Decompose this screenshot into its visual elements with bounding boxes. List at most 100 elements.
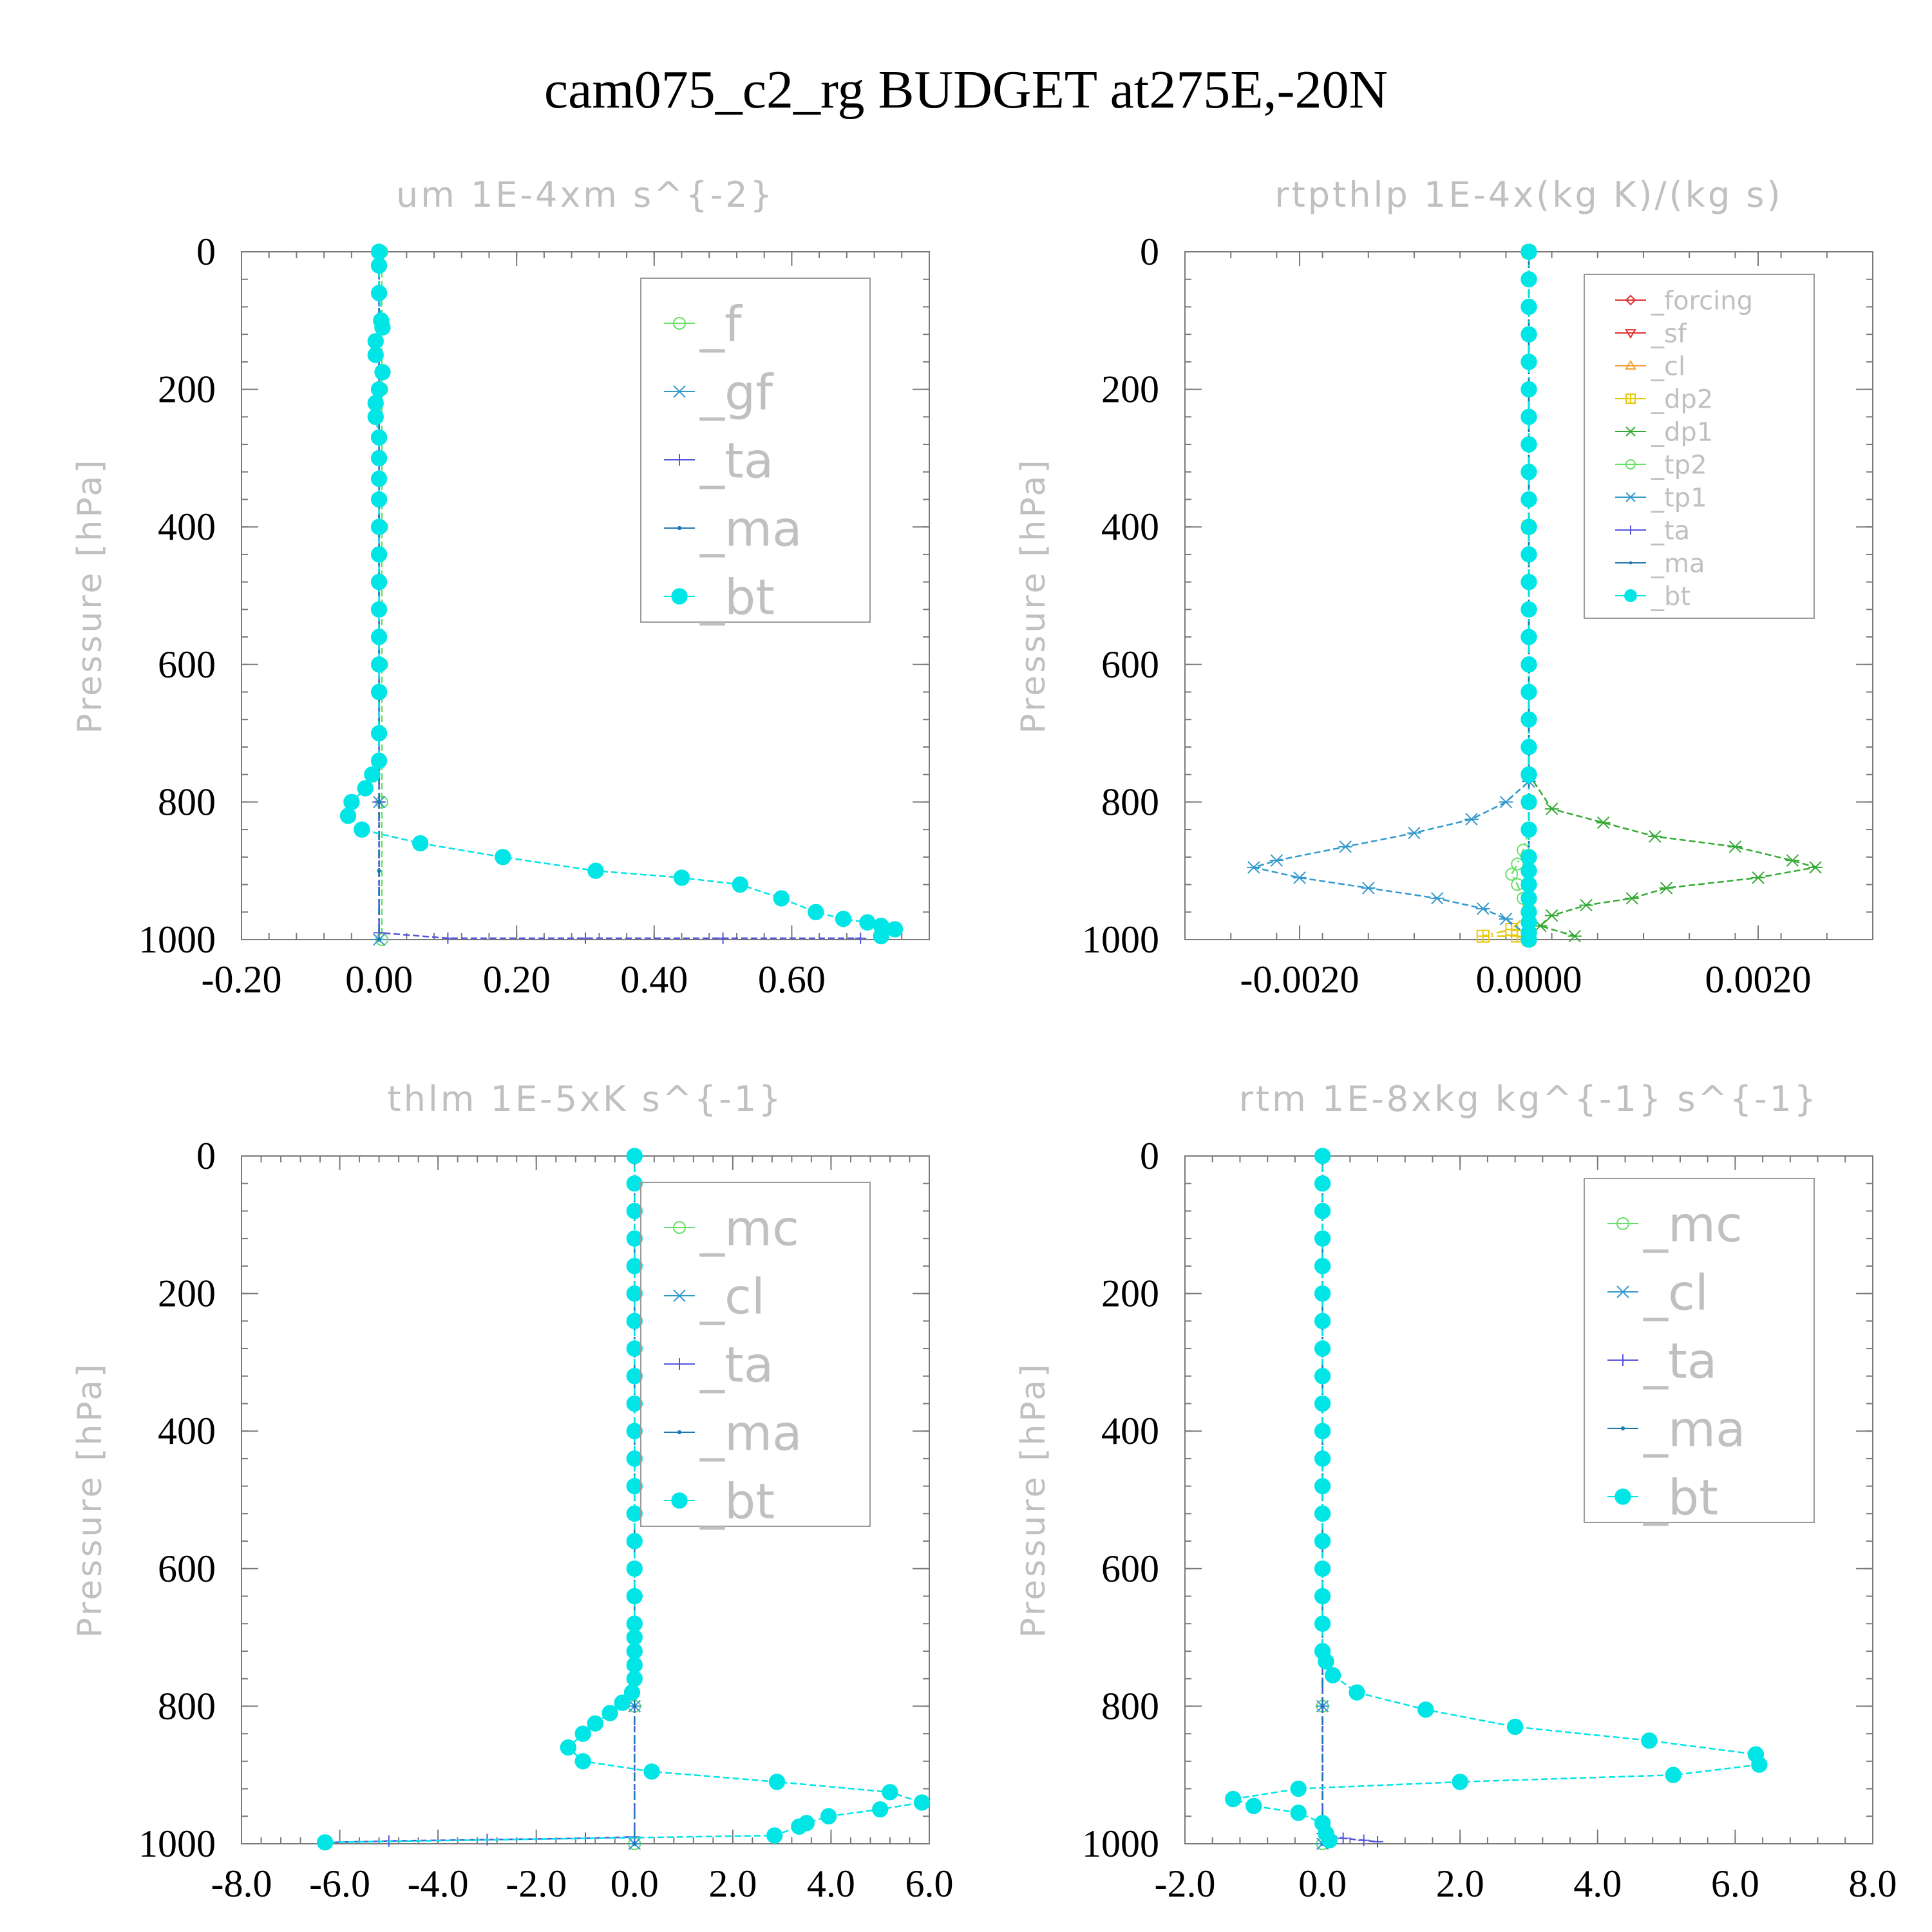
legend-label: _f xyxy=(699,295,743,352)
legend-entry: _dp2 xyxy=(1615,384,1713,414)
data-point xyxy=(370,243,388,260)
data-point xyxy=(370,285,388,301)
data-point xyxy=(370,724,388,742)
legend-marker xyxy=(1625,329,1636,339)
data-point xyxy=(1361,882,1376,895)
x-tick-label: 0.40 xyxy=(620,958,688,1001)
panel-title: um 1E-4xm s^{-2} xyxy=(396,175,775,215)
data-point xyxy=(1314,1202,1331,1220)
data-point xyxy=(354,821,370,838)
data-point xyxy=(1751,871,1765,884)
data-point xyxy=(1407,826,1421,840)
data-point xyxy=(626,1671,643,1687)
data-point xyxy=(1641,1732,1658,1749)
legend-marker xyxy=(673,1221,686,1234)
y-tick-label: 0 xyxy=(1140,1135,1159,1177)
y-tick-label: 1000 xyxy=(138,918,216,961)
data-point xyxy=(1476,929,1490,943)
data-point xyxy=(1358,1834,1370,1846)
legend-entry: _forcing xyxy=(1615,286,1753,316)
data-point xyxy=(1314,1340,1331,1357)
plot-frame xyxy=(1184,1155,1873,1844)
x-tick-label: -0.0020 xyxy=(1240,958,1359,1001)
data-point xyxy=(1499,795,1513,809)
series-tp2 xyxy=(1505,245,1535,946)
y-tick-label: 600 xyxy=(1101,643,1159,686)
data-point xyxy=(367,395,384,412)
legend: _forcing _sf _cl _dp2_dp1_tp2_tp1 _ta _ma _bt xyxy=(1584,274,1815,619)
data-point xyxy=(370,629,388,645)
data-point xyxy=(1665,1766,1681,1783)
data-point xyxy=(1520,821,1537,838)
y-tick-label: 0 xyxy=(196,231,216,273)
data-point xyxy=(343,793,360,811)
data-point xyxy=(1430,892,1444,905)
data-point xyxy=(1520,381,1537,398)
data-point xyxy=(1290,1780,1307,1797)
x-tick-label: 0.0020 xyxy=(1705,958,1812,1001)
legend-box xyxy=(1584,274,1815,619)
legend-marker xyxy=(1620,1426,1625,1431)
series-line xyxy=(347,252,898,937)
data-point xyxy=(773,890,790,907)
data-point xyxy=(370,429,388,446)
x-tick-label: 4.0 xyxy=(1573,1862,1622,1905)
data-point xyxy=(601,1705,618,1721)
data-point xyxy=(374,319,391,336)
legend-marker xyxy=(1625,393,1636,404)
data-point xyxy=(1293,871,1307,884)
data-point xyxy=(873,928,889,945)
data-point xyxy=(1520,629,1537,645)
panel-title: thlm 1E-5xK s^{-1} xyxy=(388,1079,784,1119)
data-point xyxy=(626,1629,643,1646)
data-point xyxy=(1520,890,1537,907)
legend-marker xyxy=(673,317,686,330)
data-point xyxy=(1349,1684,1365,1701)
data-point xyxy=(1785,854,1800,867)
data-point xyxy=(1506,1718,1524,1736)
data-point xyxy=(1520,243,1537,260)
data-point xyxy=(1520,876,1537,893)
legend-label: _ma xyxy=(1651,549,1705,578)
data-point xyxy=(626,1533,643,1549)
legend-label: _dp1 xyxy=(1651,417,1713,447)
x-tick-label: 2.0 xyxy=(1436,1862,1484,1905)
legend-label: _bt xyxy=(699,568,775,625)
legend-entry: _tp2 xyxy=(1615,450,1707,480)
x-tick-label: 0.0000 xyxy=(1476,958,1582,1001)
x-tick-label: 0.0 xyxy=(1298,1862,1347,1905)
data-point xyxy=(614,1694,630,1711)
data-point xyxy=(1314,1285,1331,1302)
data-point xyxy=(377,800,381,804)
legend-label: _ta xyxy=(699,431,773,489)
legend: _mc _cl _ta _ma _bt xyxy=(640,1182,871,1530)
legend-entry: _ma xyxy=(664,1404,802,1461)
legend-marker xyxy=(1617,1354,1629,1366)
y-tick-label: 1000 xyxy=(1082,1823,1159,1865)
data-point xyxy=(632,1841,637,1846)
data-point xyxy=(1520,271,1537,288)
data-point xyxy=(1511,857,1524,871)
plot-frame xyxy=(241,251,930,940)
data-point xyxy=(1337,1832,1349,1844)
data-point xyxy=(791,1818,808,1835)
legend-marker xyxy=(1625,360,1636,370)
data-point xyxy=(717,932,729,944)
data-point xyxy=(859,914,876,931)
x-tick-label: 8.0 xyxy=(1849,1862,1897,1905)
legend-label: _mc xyxy=(1643,1195,1743,1253)
data-point xyxy=(643,1763,660,1780)
data-point xyxy=(1520,849,1537,866)
legend-label: _tp2 xyxy=(1651,450,1707,480)
data-point xyxy=(1314,1368,1331,1385)
data-point xyxy=(1499,913,1513,925)
data-point xyxy=(370,546,388,563)
y-tick-label: 800 xyxy=(1101,1685,1159,1727)
data-point xyxy=(1314,1450,1331,1467)
data-point xyxy=(632,1704,637,1709)
data-point xyxy=(1505,867,1519,881)
data-point xyxy=(1324,1667,1341,1683)
data-point xyxy=(1269,854,1284,867)
x-tick-label: -4.0 xyxy=(408,1862,469,1905)
data-point xyxy=(370,683,388,701)
